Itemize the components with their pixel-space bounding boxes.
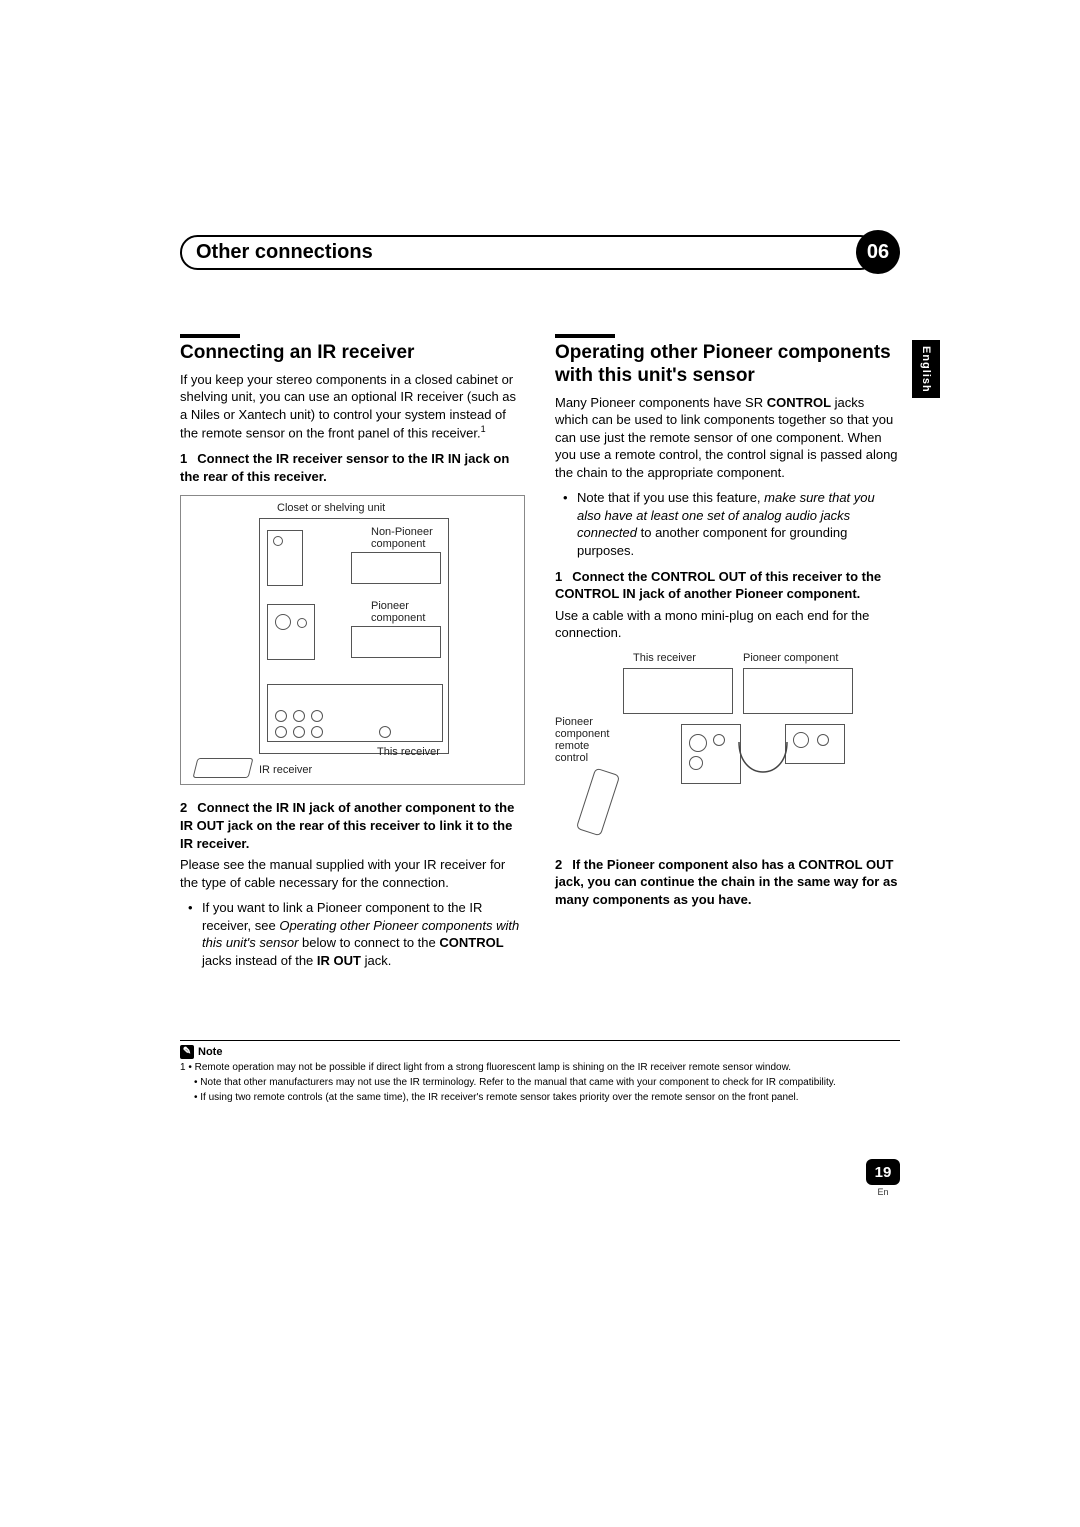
left-step2-body: Please see the manual supplied with your… [180, 856, 525, 891]
right-step1-body: Use a cable with a mono mini-plug on eac… [555, 607, 900, 642]
section-title-left: Connecting an IR receiver [180, 342, 525, 365]
left-column: Connecting an IR receiver If you keep yo… [180, 334, 525, 977]
page-header: Other connections 06 [180, 230, 900, 274]
bullet-text-bold2: IR OUT [317, 953, 361, 968]
diagram-label-this-receiver: This receiver [633, 652, 696, 664]
bullet-text-post: jack. [361, 953, 391, 968]
left-step-1: 1Connect the IR receiver sensor to the I… [180, 450, 525, 485]
remote-control-unit [576, 767, 621, 836]
diagram-label-ir-receiver: IR receiver [259, 764, 312, 776]
jack-icon [817, 734, 829, 746]
control-panel-2 [267, 604, 315, 660]
step-number: 2 [555, 857, 562, 872]
diagram-label-closet: Closet or shelving unit [277, 502, 385, 514]
step-number: 1 [180, 451, 187, 466]
right-intro-bold: CONTROL [767, 395, 831, 410]
header-pill: Other connections [180, 235, 878, 270]
diagram-label-nonpioneer: Non-Pioneer component [371, 526, 451, 550]
right-intro-pre: Many Pioneer components have SR [555, 395, 767, 410]
step-title: If the Pioneer component also has a CONT… [555, 857, 897, 907]
pioneer-box [351, 626, 441, 658]
step-title: Connect the CONTROL OUT of this receiver… [555, 569, 881, 602]
bullet-text-mid2: jacks instead of the [202, 953, 317, 968]
diagram-label-pioneer: Pioneer component [371, 600, 451, 624]
this-receiver-unit [623, 668, 733, 714]
section-rule [555, 334, 615, 338]
step-title: Connect the IR receiver sensor to the IR… [180, 451, 509, 484]
control-chain-diagram: This receiver Pioneer component Pioneer … [555, 652, 900, 842]
bullet-text-pre: Note that if you use this feature, [577, 490, 764, 505]
page-number: 19 [866, 1159, 900, 1185]
pioneer-component-unit [743, 668, 853, 714]
left-step-2: 2Connect the IR IN jack of another compo… [180, 799, 525, 852]
ir-receiver-diagram: Closet or shelving unit Non-Pioneer comp… [180, 495, 525, 785]
content-columns: Connecting an IR receiver If you keep yo… [180, 334, 900, 977]
bullet-text-bold1: CONTROL [439, 935, 503, 950]
diagram-label-this-receiver: This receiver [377, 746, 440, 758]
jack-icon [689, 756, 703, 770]
section-title-right: Operating other Pioneer components with … [555, 342, 900, 388]
receiver-control-panel [681, 724, 741, 784]
left-bullet: If you want to link a Pioneer component … [180, 899, 525, 969]
left-intro-text: If you keep your stereo components in a … [180, 372, 516, 441]
jack-icon [689, 734, 707, 752]
right-step-2: 2If the Pioneer component also has a CON… [555, 856, 900, 909]
jack-icon [713, 734, 725, 746]
footnote-3: • If using two remote controls (at the s… [180, 1091, 900, 1104]
right-intro: Many Pioneer components have SR CONTROL … [555, 394, 900, 482]
chapter-badge: 06 [856, 230, 900, 274]
cable-arc-icon [735, 738, 795, 794]
step-number: 2 [180, 800, 187, 815]
nonpioneer-box [351, 552, 441, 584]
left-intro: If you keep your stereo components in a … [180, 371, 525, 443]
right-column: Operating other Pioneer components with … [555, 334, 900, 977]
language-tab: English [912, 340, 940, 398]
header-title: Other connections [196, 241, 373, 264]
step-title: Connect the IR IN jack of another compon… [180, 800, 514, 850]
step-number: 1 [555, 569, 562, 584]
right-bullet: Note that if you use this feature, make … [555, 489, 900, 559]
footnote-2: • Note that other manufacturers may not … [180, 1076, 900, 1089]
note-label-text: Note [198, 1045, 222, 1059]
page-language: En [866, 1187, 900, 1197]
ir-receiver-unit [193, 758, 254, 778]
footnote-1: 1 • Remote operation may not be possible… [180, 1061, 900, 1074]
diagram-label-remote: Pioneer component remote control [555, 716, 621, 764]
jack-icon [793, 732, 809, 748]
footnote-ref-1: 1 [481, 424, 486, 434]
right-step-1: 1Connect the CONTROL OUT of this receive… [555, 568, 900, 603]
footnotes: ✎ Note 1 • Remote operation may not be p… [180, 1040, 900, 1106]
section-rule [180, 334, 240, 338]
note-label: ✎ Note [180, 1045, 222, 1059]
note-icon: ✎ [180, 1045, 194, 1059]
bullet-text-mid: below to connect to the [298, 935, 439, 950]
diagram-label-pioneer-component: Pioneer component [743, 652, 838, 664]
page-number-box: 19 En [866, 1159, 900, 1197]
